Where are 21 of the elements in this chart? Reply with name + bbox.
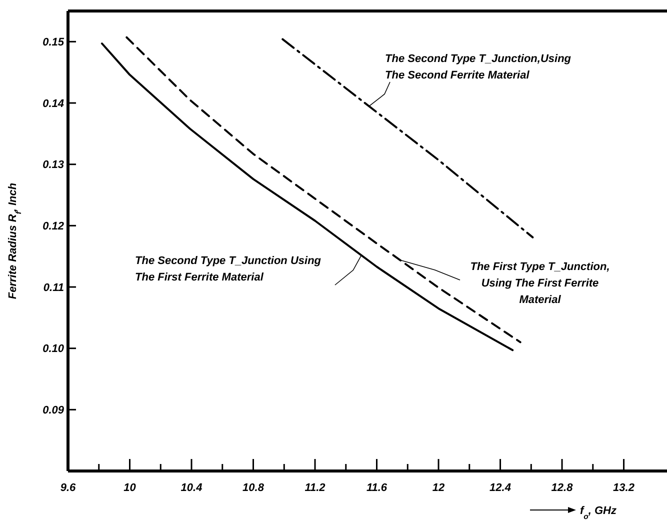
x-axis-title: f$_{o}$, GHz	[580, 505, 617, 520]
y-tick-label: 0.10	[42, 343, 65, 356]
y-tick-label: 0.13	[42, 159, 64, 172]
x-tick-label: 10.4	[180, 482, 202, 494]
text: The Second Type T_Junction,Using The Second Ferrite Material	[385, 53, 572, 82]
y-tick-label: 0.14	[42, 98, 64, 110]
x-tick-label: 9.6	[60, 482, 77, 494]
x-tick-label: 10	[124, 482, 137, 494]
series-label: The First Type T_Junction, Using The First Ferrite Material	[470, 261, 610, 306]
x-tick-label: 10.8	[242, 482, 265, 494]
x-tick-label: 11.2	[304, 482, 326, 494]
y-tick-label: 0.12	[42, 220, 64, 233]
text: The Second Type T_Junction Using The First Ferrite Material	[135, 255, 322, 284]
x-tick-label: 11.6	[366, 482, 388, 494]
x-tick-label: 12.4	[490, 482, 511, 494]
y-tick-label: 0.09	[42, 404, 65, 417]
y-tick-label: 0.11	[43, 282, 64, 294]
x-tick-label: 13.2	[613, 482, 634, 494]
x-tick-label: 12.8	[551, 482, 574, 494]
y-tick-label: 0.15	[42, 36, 65, 49]
x-tick-label: 12	[432, 482, 445, 494]
